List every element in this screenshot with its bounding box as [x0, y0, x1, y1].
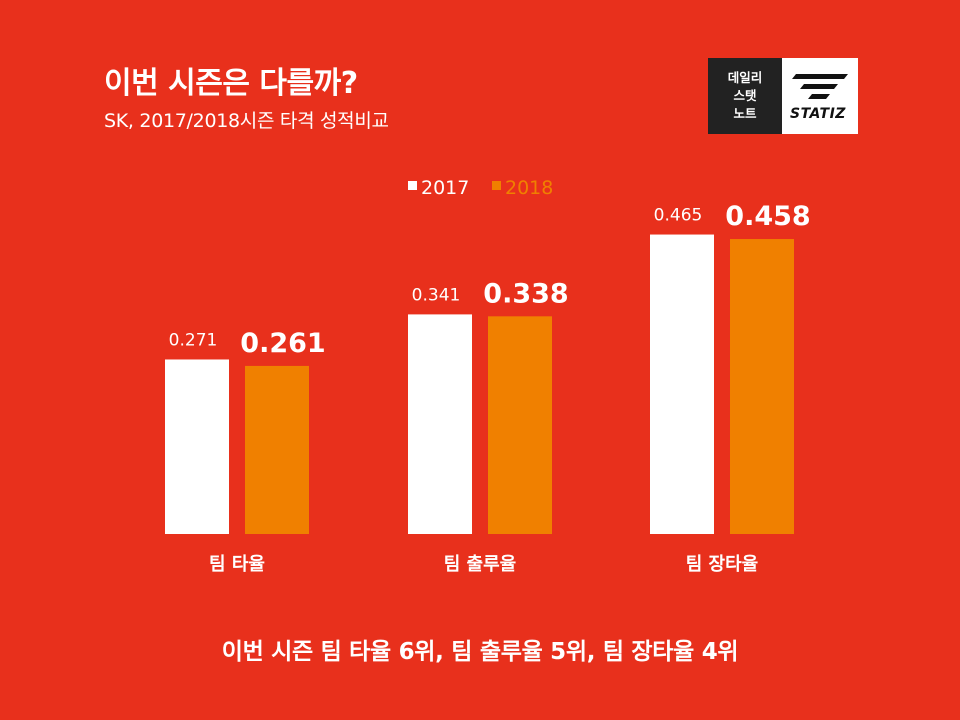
legend-label: 2018	[505, 177, 553, 199]
logo-statiz: STATIZ	[782, 58, 858, 134]
bar-2017	[408, 314, 472, 534]
chart-subtitle: SK, 2017/2018시즌 타격 성적비교	[104, 110, 389, 132]
logo-line: 노트	[733, 106, 757, 121]
data-label: 0.458	[725, 201, 810, 232]
legend-swatch	[492, 181, 501, 190]
legend-swatch	[408, 181, 417, 190]
logo-line: 스탯	[733, 88, 757, 103]
statiz-speed-bars-icon	[792, 74, 848, 99]
category-label: 팀 장타율	[686, 554, 759, 575]
data-label: 0.271	[169, 330, 218, 350]
chart-title: 이번 시즌은 다를까?	[104, 66, 358, 101]
bar-2018	[245, 365, 309, 534]
category-label: 팀 출루율	[444, 554, 517, 575]
brand-logo: 데일리 스탯 노트 STATIZ	[708, 58, 858, 134]
summary-text: 이번 시즌 팀 타율 6위, 팀 출루율 5위, 팀 장타율 4위	[221, 639, 739, 665]
logo-line: 데일리	[727, 70, 763, 85]
bar-2018	[488, 316, 552, 534]
logo-daily-stat-note: 데일리 스탯 노트	[708, 58, 782, 134]
bar-2017	[165, 359, 229, 534]
data-label: 0.465	[654, 206, 703, 226]
bar-2017	[650, 234, 714, 535]
legend-label: 2017	[421, 177, 469, 199]
category-label: 팀 타율	[209, 554, 265, 575]
logo-brand-text: STATIZ	[790, 106, 846, 122]
bar-2018	[730, 239, 794, 534]
data-label: 0.338	[483, 278, 568, 309]
data-label: 0.341	[412, 285, 461, 305]
data-label: 0.261	[240, 328, 325, 359]
